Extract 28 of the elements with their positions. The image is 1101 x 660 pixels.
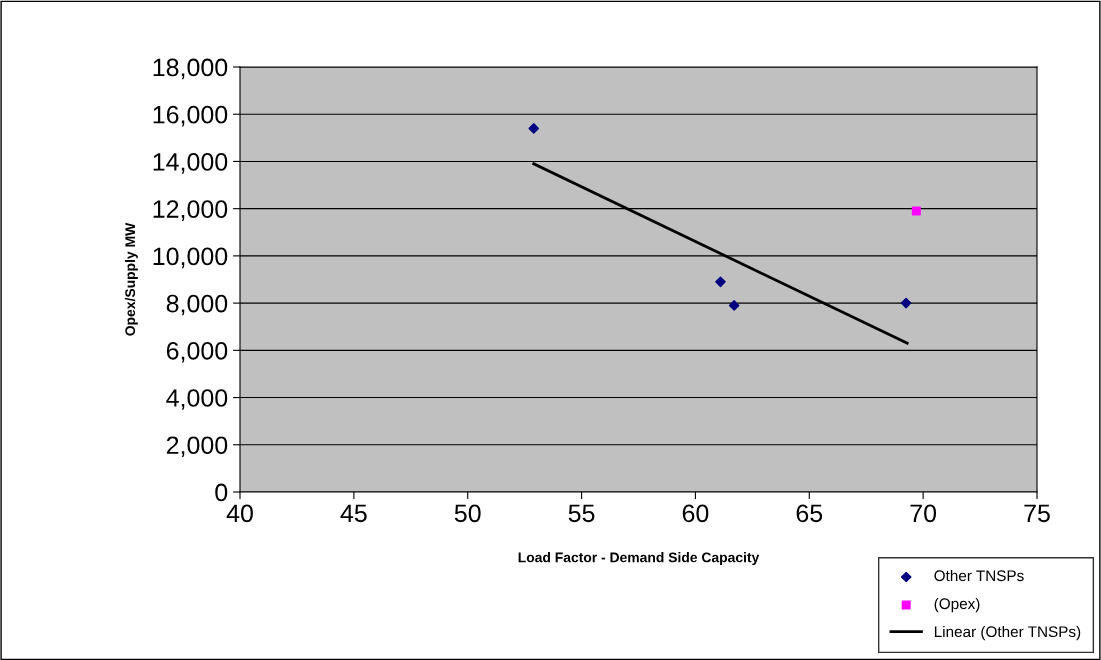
- y-tick-label: 10,000: [153, 247, 228, 269]
- point: [900, 297, 912, 309]
- x-tick-label: 40: [226, 504, 253, 523]
- y-tick-label: 8,000: [166, 294, 228, 316]
- x-tick-label: 55: [568, 504, 595, 523]
- x-tick-label: 60: [682, 504, 709, 523]
- legend-label: Other TNSPs: [934, 569, 1024, 582]
- point: [528, 123, 540, 134]
- y-tick-label: 6,000: [166, 341, 228, 363]
- y-tick-label: 0: [215, 483, 228, 502]
- y-tick-label: 16,000: [153, 105, 228, 127]
- x-tick-label: 70: [910, 504, 937, 523]
- y-tick-label: 12,000: [153, 200, 228, 221]
- point: [715, 276, 726, 288]
- x-tick-label: 45: [340, 504, 367, 523]
- y-tick-label: 4,000: [166, 389, 228, 410]
- y-axis-title: Opex/Supply MW: [124, 222, 138, 336]
- y-tick-label: 2,000: [166, 436, 228, 458]
- point: [911, 206, 921, 216]
- x-tick-label: 75: [1024, 504, 1050, 523]
- point: [728, 300, 740, 311]
- legend-label: (Opex): [934, 597, 980, 613]
- legend-label: Linear (Other TNSPs): [934, 625, 1081, 641]
- y-tick-label: 14,000: [153, 153, 228, 174]
- x-axis-title: Load Factor - Demand Side Capacity: [518, 552, 760, 566]
- x-tick-label: 65: [796, 504, 823, 523]
- y-tick-label: 18,000: [153, 58, 228, 80]
- x-tick-label: 50: [454, 504, 481, 523]
